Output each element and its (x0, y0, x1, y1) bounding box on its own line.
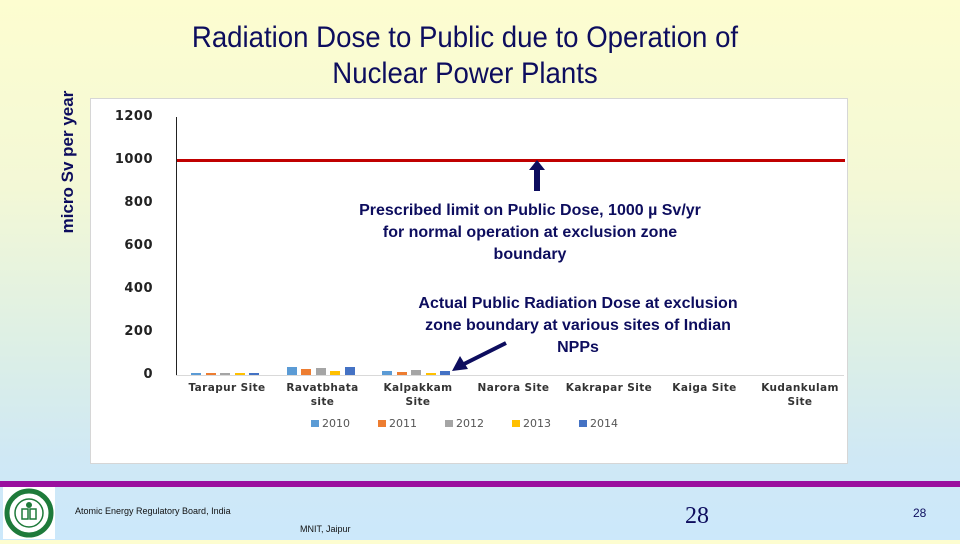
limit-annotation-line: for normal operation at exclusion zone (382, 224, 678, 241)
legend-item: 2014 (579, 417, 618, 430)
actual-annotation-line: Actual Public Radiation Dose at exclusio… (418, 295, 738, 312)
y-axis-line (176, 117, 177, 375)
y-tick-label: 0 (143, 367, 153, 382)
y-tick-label: 600 (124, 238, 153, 253)
legend-swatch (512, 420, 520, 427)
bar (286, 367, 297, 375)
bar (425, 373, 436, 375)
legend-label: 2014 (590, 417, 618, 430)
slide-title: Radiation Dose to Public due to Operatio… (129, 20, 801, 92)
y-tick-label: 1200 (114, 109, 153, 124)
bar (396, 372, 407, 375)
x-category-label: Narora Site (477, 382, 550, 394)
x-category-label: Ravatbhata site (286, 382, 359, 408)
limit-reference-line (177, 159, 845, 162)
legend-item: 2010 (311, 417, 350, 430)
bar-chart: 0 200 400 600 800 1000 1200 Tarapur Site Ravatb… (90, 98, 848, 464)
legend-swatch (579, 420, 587, 427)
footer-divider (0, 481, 960, 487)
y-axis-label: micro Sv per year (58, 90, 77, 234)
arrow-up-icon (529, 160, 545, 191)
y-tick-label: 1000 (114, 152, 153, 167)
x-category-label: Tarapur Site (188, 382, 266, 394)
x-category-label: Kudankulam Site (761, 382, 839, 408)
bar (220, 373, 230, 375)
bar (205, 373, 216, 375)
legend-swatch (445, 420, 453, 427)
aerb-emblem-icon (4, 488, 54, 538)
legend-swatch (311, 420, 319, 427)
chart-legend: 2010 2011 2012 2013 2014 (91, 417, 847, 433)
x-category-label: Kalpakkam Site (383, 382, 453, 408)
limit-annotation: Prescribed limit on Public Dose, 1000 µ … (320, 200, 740, 266)
bar (440, 371, 450, 375)
legend-label: 2012 (456, 417, 484, 430)
legend-label: 2011 (389, 417, 417, 430)
bar (234, 373, 245, 375)
bar (249, 373, 259, 375)
footer-venue: MNIT, Jaipur (300, 524, 351, 534)
slide-title-line2: Nuclear Power Plants (332, 57, 598, 90)
actual-dose-annotation: Actual Public Radiation Dose at exclusio… (378, 293, 778, 359)
legend-label: 2013 (523, 417, 551, 430)
footer-organization: Atomic Energy Regulatory Board, India (75, 506, 231, 516)
bar (330, 370, 340, 375)
bar (191, 373, 201, 375)
legend-item: 2012 (445, 417, 484, 430)
legend-label: 2010 (322, 417, 350, 430)
slide-title-line1: Radiation Dose to Public due to Operatio… (191, 21, 739, 54)
bar (344, 367, 355, 375)
bar (301, 368, 311, 375)
bar (315, 368, 326, 375)
legend-item: 2013 (512, 417, 551, 430)
y-tick-label: 200 (124, 324, 153, 339)
x-axis-line (176, 375, 844, 376)
limit-annotation-line: boundary (493, 246, 567, 263)
x-category-label: Kakrapar Site (565, 382, 653, 394)
y-tick-label: 800 (124, 195, 153, 210)
limit-annotation-line: Prescribed limit on Public Dose, 1000 µ … (359, 202, 701, 219)
legend-swatch (378, 420, 386, 427)
y-tick-label: 400 (124, 281, 153, 296)
aerb-logo (3, 487, 55, 539)
actual-annotation-line: zone boundary at various sites of Indian (425, 317, 731, 334)
arrow-down-left-icon (452, 341, 507, 371)
page-number-right: 28 (913, 506, 927, 520)
page-number-center: 28 (685, 503, 709, 529)
actual-annotation-line: NPPs (557, 339, 599, 356)
bar (411, 369, 421, 375)
bar (382, 371, 392, 375)
legend-item: 2011 (378, 417, 417, 430)
x-category-label: Kaiga Site (672, 382, 737, 394)
